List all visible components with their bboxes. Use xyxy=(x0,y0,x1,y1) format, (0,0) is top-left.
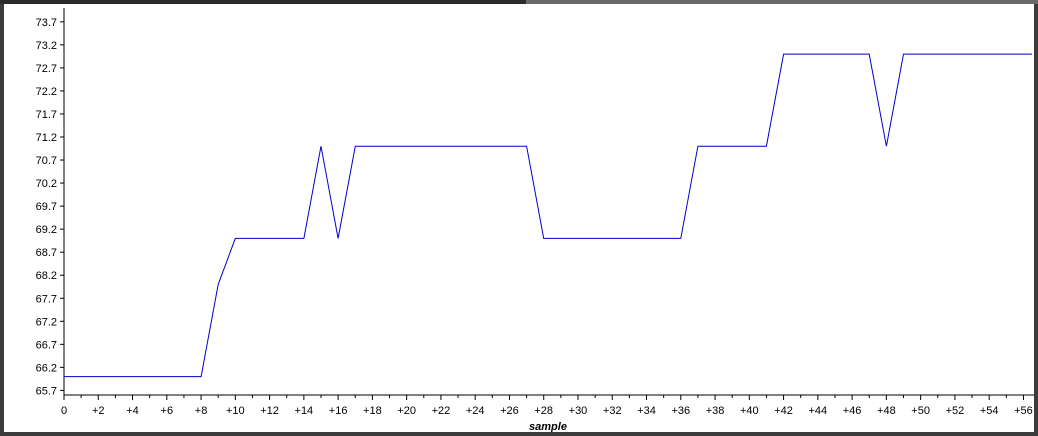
y-tick-label: 66.7 xyxy=(36,339,57,351)
y-tick-label: 67.2 xyxy=(36,316,57,328)
x-tick-label: +36 xyxy=(671,405,690,417)
x-tick-label: +18 xyxy=(363,405,382,417)
y-tick-label: 72.2 xyxy=(36,86,57,98)
x-tick-label: +56 xyxy=(1014,405,1033,417)
y-tick-label: 71.2 xyxy=(36,132,57,144)
x-tick-label: +52 xyxy=(946,405,965,417)
x-tick-label: +12 xyxy=(260,405,279,417)
x-tick-label: +30 xyxy=(569,405,588,417)
x-tick-label: +26 xyxy=(500,405,519,417)
y-tick-label: 73.2 xyxy=(36,40,57,52)
x-tick-label: +28 xyxy=(534,405,553,417)
x-tick-label: +20 xyxy=(397,405,416,417)
x-axis-title: sample xyxy=(529,421,567,432)
x-tick-label: +54 xyxy=(980,405,999,417)
window-top-strip xyxy=(0,0,1038,4)
series-line xyxy=(64,53,1032,378)
toolbar-strip xyxy=(526,0,1038,4)
x-tick-label: +42 xyxy=(774,405,793,417)
x-tick-label: +4 xyxy=(126,405,139,417)
y-axis: 65.7 66.2 66.7 67.2 67.7 68.2 68.7 69.2 69.7 70.2… xyxy=(36,8,65,397)
x-axis: 0 +2 +4 +6 +8 +10 +12 +14 +16 +18 +20 +22 +24 +26 +28 +… xyxy=(61,394,1034,417)
line-chart: 65.7 66.2 66.7 67.2 67.7 68.2 68.7 69.2 69.7 70.2… xyxy=(36,8,1034,432)
x-tick-label: +22 xyxy=(432,405,451,417)
x-tick-label: +32 xyxy=(603,405,622,417)
x-tick-label: +10 xyxy=(226,405,245,417)
x-tick-label: 0 xyxy=(61,405,67,417)
x-tick-label: +8 xyxy=(195,405,208,417)
x-tick-label: +2 xyxy=(92,405,105,417)
x-tick-label: +40 xyxy=(740,405,759,417)
x-tick-label: +14 xyxy=(295,405,314,417)
x-tick-label: +38 xyxy=(706,405,725,417)
y-tick-label: 68.7 xyxy=(36,247,57,259)
x-tick-label: +50 xyxy=(911,405,930,417)
x-tick-label: +16 xyxy=(329,405,348,417)
x-tick-label: +48 xyxy=(877,405,896,417)
series-layer xyxy=(64,53,1032,378)
plot-panel: 65.7 66.2 66.7 67.2 67.7 68.2 68.7 69.2 69.7 70.2… xyxy=(4,4,1034,432)
y-tick-label: 70.2 xyxy=(36,178,57,190)
y-tick-label: 66.2 xyxy=(36,362,57,374)
y-tick-label: 67.7 xyxy=(36,293,57,305)
x-tick-label: +46 xyxy=(843,405,862,417)
y-tick-label: 69.2 xyxy=(36,224,57,236)
y-tick-label: 73.7 xyxy=(36,17,57,29)
y-tick-label: 71.7 xyxy=(36,109,57,121)
y-tick-label: 72.7 xyxy=(36,63,57,75)
y-tick-label: 70.7 xyxy=(36,155,57,167)
x-tick-label: +24 xyxy=(466,405,485,417)
x-tick-label: +34 xyxy=(637,405,656,417)
x-tick-label: +44 xyxy=(809,405,828,417)
y-tick-label: 69.7 xyxy=(36,201,57,213)
y-tick-label: 68.2 xyxy=(36,270,57,282)
y-tick-label: 65.7 xyxy=(36,385,57,397)
x-tick-label: +6 xyxy=(161,405,174,417)
